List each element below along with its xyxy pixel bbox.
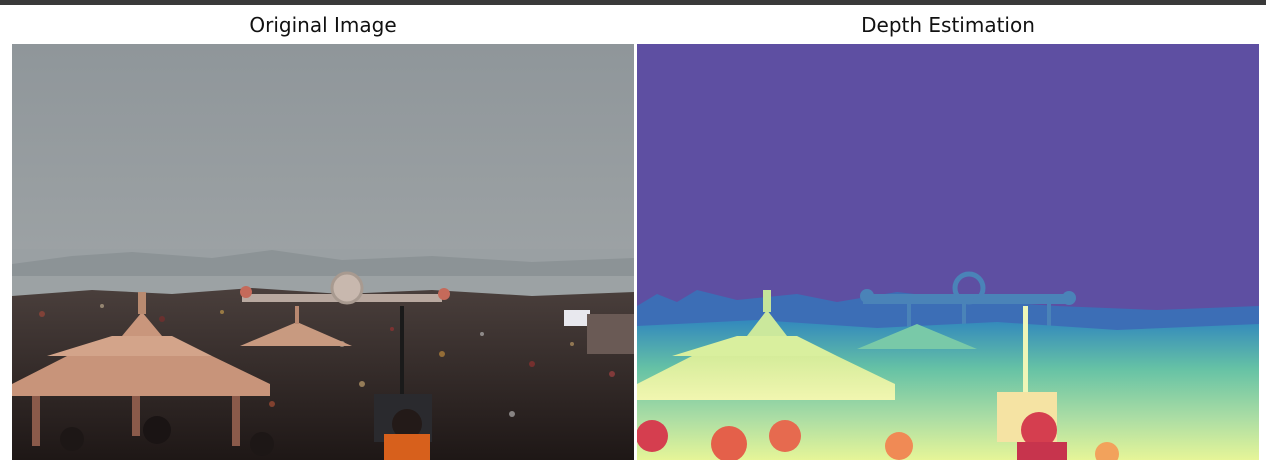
depth-estimation-image (637, 44, 1259, 460)
depth-map-illustration (637, 44, 1259, 460)
original-image (12, 44, 634, 460)
depth-estimation-title: Depth Estimation (861, 13, 1035, 37)
original-image-title: Original Image (249, 13, 397, 37)
notebook-cell-top-bar (0, 0, 1266, 5)
original-image-illustration (12, 44, 634, 460)
